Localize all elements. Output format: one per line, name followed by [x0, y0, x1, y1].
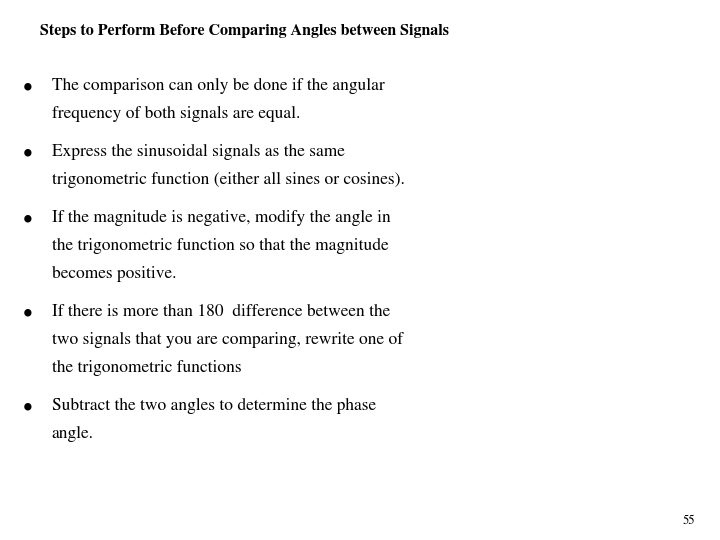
Text: The comparison can only be done if the angular: The comparison can only be done if the a… [52, 78, 384, 94]
Text: two signals that you are comparing, rewrite one of: two signals that you are comparing, rewr… [52, 332, 403, 348]
Text: If the magnitude is negative, modify the angle in: If the magnitude is negative, modify the… [52, 210, 390, 226]
Text: Express the sinusoidal signals as the same: Express the sinusoidal signals as the sa… [52, 144, 345, 160]
Text: Subtract the two angles to determine the phase: Subtract the two angles to determine the… [52, 398, 376, 414]
Text: becomes positive.: becomes positive. [52, 266, 176, 282]
Text: 55: 55 [683, 515, 695, 526]
Text: frequency of both signals are equal.: frequency of both signals are equal. [52, 106, 300, 123]
Text: angle.: angle. [52, 426, 94, 442]
Text: •: • [23, 144, 33, 161]
Text: •: • [23, 210, 33, 227]
Text: trigonometric function (either all sines or cosines).: trigonometric function (either all sines… [52, 172, 405, 188]
Text: •: • [23, 398, 33, 415]
Text: Steps to Perform Before Comparing Angles between Signals: Steps to Perform Before Comparing Angles… [40, 24, 449, 38]
Text: If there is more than 180ᵒ difference between the: If there is more than 180ᵒ difference be… [52, 304, 390, 320]
Text: the trigonometric function so that the magnitude: the trigonometric function so that the m… [52, 238, 389, 254]
Text: •: • [23, 304, 33, 321]
Text: the trigonometric functions: the trigonometric functions [52, 360, 241, 376]
Text: •: • [23, 78, 33, 96]
